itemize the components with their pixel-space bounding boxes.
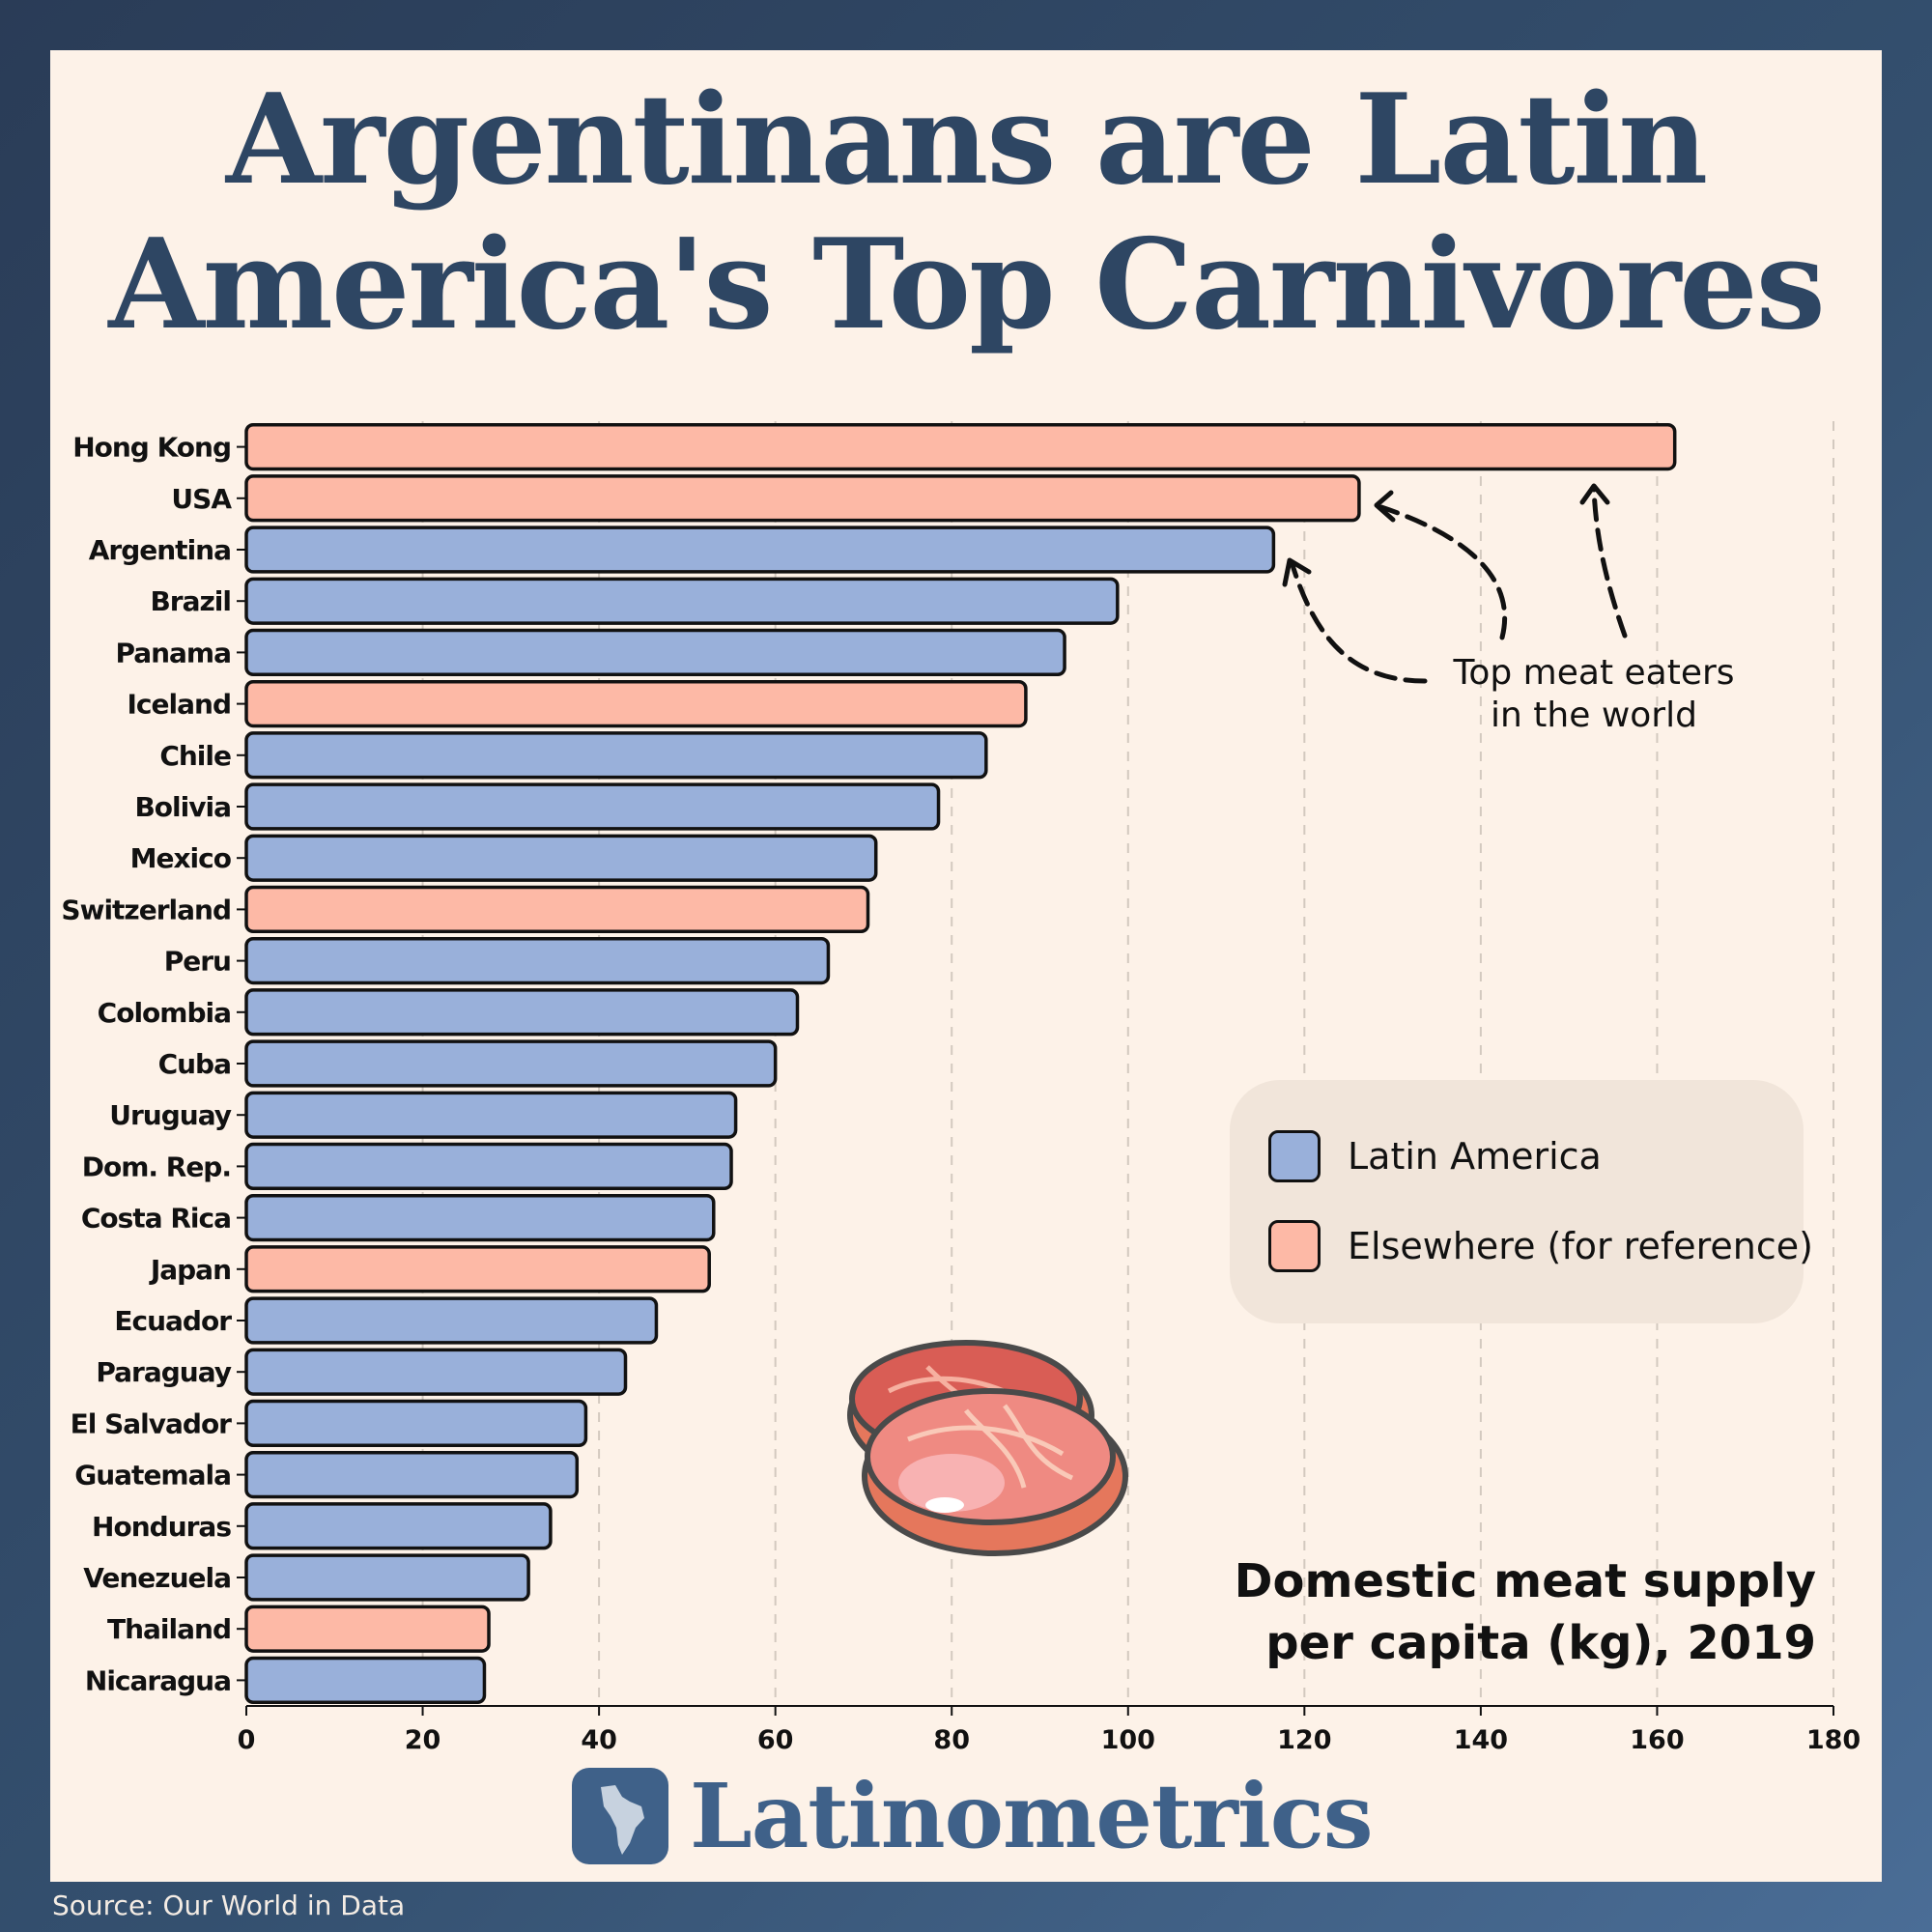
category-label-argentina: Argentina <box>89 534 231 566</box>
category-labels: Hong Kong USA Argentina Brazil Panama Iceland… <box>61 432 233 1697</box>
bar-el-salvador <box>244 1399 588 1448</box>
bar-paraguay <box>244 1348 628 1396</box>
category-label-japan: Japan <box>149 1254 231 1286</box>
category-label-dom-rep: Dom. Rep. <box>82 1151 231 1182</box>
x-tick-label-160: 160 <box>1630 1725 1684 1755</box>
category-label-chile: Chile <box>159 740 231 772</box>
subtitle-line-1: Domestic meat supply <box>1234 1554 1816 1608</box>
category-label-panama: Panama <box>115 637 231 668</box>
category-label-guatemala: Guatemala <box>74 1460 231 1492</box>
x-axis-ticks: 0 20 40 60 80 100 120 140 160 180 <box>238 1706 1861 1755</box>
bar-chile <box>244 731 988 780</box>
title-line-1: Argentinans are Latin <box>225 68 1708 213</box>
annotation-line-1: Top meat eaters <box>1452 653 1734 693</box>
arrow-heads <box>1282 483 1610 587</box>
bar-hong-kong <box>244 422 1677 471</box>
bar-colombia <box>244 988 800 1037</box>
x-tick-label-20: 20 <box>405 1725 441 1755</box>
category-label-el-salvador: El Salvador <box>71 1407 233 1439</box>
bar-honduras <box>244 1502 553 1550</box>
bar-mexico <box>244 834 878 882</box>
arrow-to-argentina <box>1290 562 1428 684</box>
bar-uruguay <box>244 1091 738 1139</box>
bar-nicaragua <box>244 1656 487 1705</box>
subtitle-line-2: per capita (kg), 2019 <box>1265 1616 1816 1670</box>
arrowhead-usa <box>1374 490 1396 523</box>
x-tick-label-100: 100 <box>1101 1725 1155 1755</box>
arrow-to-hong-kong <box>1591 485 1628 639</box>
bar-ecuador <box>244 1296 659 1345</box>
arrowhead-hong-kong <box>1579 483 1610 505</box>
x-tick-label-80: 80 <box>933 1725 970 1755</box>
category-label-paraguay: Paraguay <box>96 1356 231 1388</box>
category-label-colombia: Colombia <box>98 997 231 1029</box>
category-label-costa-rica: Costa Rica <box>81 1203 231 1235</box>
bar-dom-rep <box>244 1142 733 1191</box>
bar-costa-rica <box>244 1193 716 1242</box>
x-tick-label-180: 180 <box>1806 1725 1861 1755</box>
annotation-line-2: in the world <box>1491 696 1697 735</box>
y-tick-marks <box>237 445 246 1682</box>
category-label-thailand: Thailand <box>107 1613 231 1645</box>
category-label-ecuador: Ecuador <box>114 1305 232 1337</box>
legend-label-elsewhere: Elsewhere (for reference) <box>1348 1225 1813 1267</box>
bar-usa <box>244 474 1361 523</box>
x-tick-label-120: 120 <box>1277 1725 1331 1755</box>
chart-subtitle: Domestic meat supply per capita (kg), 20… <box>1179 1550 1816 1674</box>
category-label-nicaragua: Nicaragua <box>85 1664 231 1696</box>
x-tick-label-40: 40 <box>581 1725 617 1755</box>
category-label-cuba: Cuba <box>158 1048 231 1080</box>
bar-switzerland <box>244 885 870 934</box>
source-note: Source: Our World in Data <box>52 1889 406 1921</box>
x-tick-label-60: 60 <box>757 1725 794 1755</box>
arrowhead-argentina <box>1282 557 1312 587</box>
bar-guatemala <box>244 1450 580 1499</box>
x-tick-label-0: 0 <box>238 1725 256 1755</box>
arrow-to-usa <box>1378 504 1508 640</box>
category-label-honduras: Honduras <box>92 1511 231 1543</box>
bar-thailand <box>244 1605 491 1653</box>
bar-bolivia <box>244 782 941 831</box>
category-label-venezuela: Venezuela <box>83 1562 231 1594</box>
legend-item-elsewhere: Elsewhere (for reference) <box>1268 1218 1813 1274</box>
legend-label-latin-america: Latin America <box>1348 1135 1602 1178</box>
bar-cuba <box>244 1039 778 1088</box>
brand-logo: Latinometrics <box>572 1764 1374 1868</box>
category-label-iceland: Iceland <box>128 689 231 721</box>
title-line-2: America's Top Carnivores <box>108 213 1826 357</box>
bar-japan <box>244 1245 711 1293</box>
category-label-peru: Peru <box>164 946 231 978</box>
bar-argentina <box>244 526 1276 574</box>
x-tick-label-140: 140 <box>1454 1725 1508 1755</box>
category-label-hong-kong: Hong Kong <box>72 432 231 464</box>
category-label-uruguay: Uruguay <box>109 1099 231 1131</box>
category-label-brazil: Brazil <box>150 585 231 617</box>
annotation-arrows <box>1290 485 1628 684</box>
steak-illustration-icon <box>847 1340 1128 1556</box>
legend-swatch-latin-america <box>1268 1130 1321 1182</box>
chart-title: Argentinans are Latin America's Top Carn… <box>0 68 1932 357</box>
category-label-bolivia: Bolivia <box>134 791 231 823</box>
bar-peru <box>244 936 831 985</box>
latin-america-map-icon <box>572 1768 668 1864</box>
brand-name: Latinometrics <box>690 1764 1374 1868</box>
category-label-usa: USA <box>171 483 232 515</box>
category-label-switzerland: Switzerland <box>61 894 231 925</box>
bar-venezuela <box>244 1553 530 1602</box>
bar-brazil <box>244 577 1120 625</box>
category-label-mexico: Mexico <box>130 842 232 874</box>
legend: Latin America Elsewhere (for reference) <box>1230 1080 1813 1323</box>
bar-panama <box>244 628 1066 677</box>
legend-item-latin-america: Latin America <box>1268 1128 1602 1184</box>
bar-iceland <box>244 679 1028 728</box>
legend-swatch-elsewhere <box>1268 1220 1321 1272</box>
